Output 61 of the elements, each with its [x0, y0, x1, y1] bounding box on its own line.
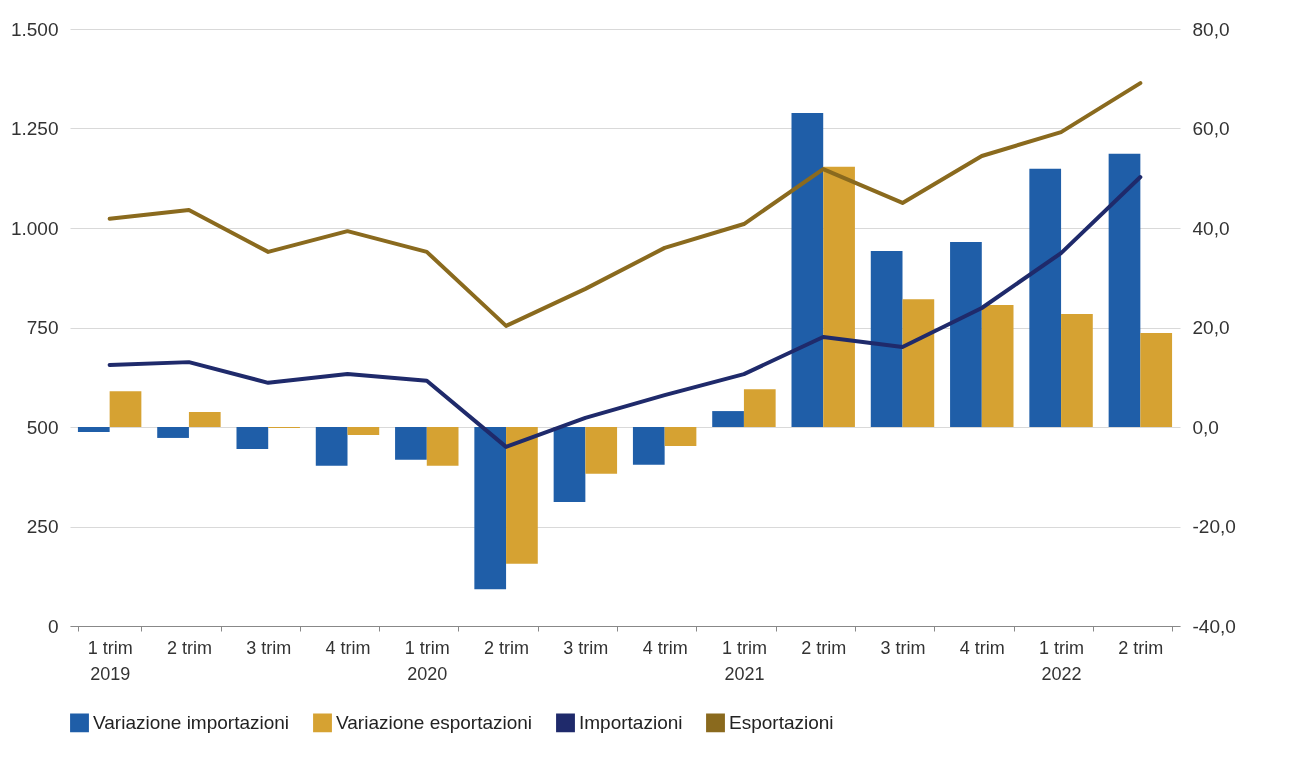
bar — [315, 427, 348, 466]
y2-tick-label: -20,0 — [1192, 516, 1236, 537]
x-tick-label: 1 trim 2019 — [87, 637, 133, 684]
x-tick-label: 3 trim — [880, 637, 926, 658]
x-tick-label: 2 trim — [1118, 637, 1164, 658]
bar — [474, 427, 507, 590]
bar — [585, 427, 618, 474]
y2-tick-label: -40,0 — [1192, 615, 1236, 637]
bar — [743, 389, 776, 427]
x-tick-label: 3 trim — [246, 637, 292, 658]
bar — [553, 427, 586, 503]
y-tick-label: 0 — [47, 615, 59, 637]
bar — [188, 412, 221, 427]
x-tick-label: 2 trim — [166, 637, 212, 658]
bar — [109, 391, 142, 427]
bar — [712, 411, 744, 427]
bar — [236, 427, 269, 449]
x-tick-label: 1 trim 2022 — [1039, 637, 1085, 684]
y2-tick-label: 0,0 — [1192, 416, 1219, 438]
line-series — [107, 81, 1143, 328]
bar — [1029, 168, 1062, 427]
bar — [1061, 314, 1093, 427]
x-tick-label: 2 trim — [484, 637, 530, 658]
legend-label: Variazione esportazioni — [336, 711, 533, 733]
bar — [1108, 153, 1141, 427]
bar — [981, 305, 1014, 427]
y-tick-label: 250 — [26, 516, 59, 537]
x-tick-label: 1 trim 2021 — [721, 637, 767, 684]
bar — [77, 427, 110, 432]
x-tick-label: 4 trim — [642, 637, 688, 658]
y-tick-label: 1.250 — [10, 118, 59, 139]
bar — [347, 427, 380, 435]
bar — [1140, 332, 1173, 427]
x-tick-label: 1 trim 2020 — [404, 637, 450, 684]
y2-tick-label: 20,0 — [1192, 317, 1230, 338]
x-tick-label: 3 trim — [563, 637, 609, 658]
legend-label: Importazioni — [579, 711, 683, 733]
bar — [157, 427, 189, 438]
y2-tick-label: 60,0 — [1192, 118, 1230, 139]
legend-label: Esportazioni — [729, 711, 834, 733]
bar — [791, 113, 824, 427]
bar — [632, 427, 665, 465]
x-tick-label: 4 trim — [325, 637, 371, 658]
bar — [902, 299, 935, 427]
bar — [664, 427, 697, 446]
legend-label: Variazione importazioni — [93, 711, 290, 733]
y2-tick-label: 80,0 — [1192, 18, 1230, 40]
bar — [950, 241, 982, 427]
bar — [870, 250, 903, 427]
bar — [506, 427, 538, 564]
y-tick-label: 750 — [26, 317, 59, 338]
bar — [426, 427, 459, 466]
y-tick-label: 500 — [26, 416, 59, 438]
y2-tick-label: 40,0 — [1192, 217, 1230, 239]
y-tick-label: 1.500 — [10, 18, 59, 40]
x-tick-label: 4 trim — [959, 637, 1005, 658]
bar — [823, 166, 855, 427]
y-tick-label: 1.000 — [10, 217, 59, 239]
line-series — [107, 175, 1143, 449]
bar — [395, 427, 427, 460]
x-tick-label: 2 trim — [801, 637, 847, 658]
